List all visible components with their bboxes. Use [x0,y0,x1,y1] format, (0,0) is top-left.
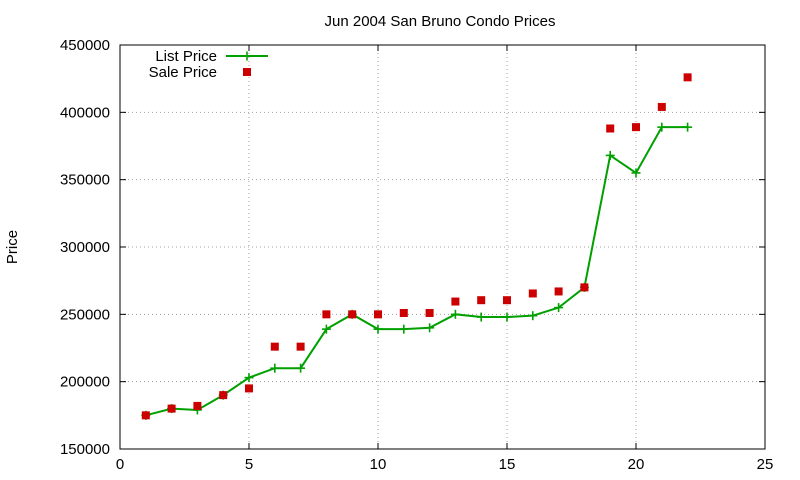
list-price-point [321,324,331,334]
list-price-point [399,324,409,334]
sale-price-point [528,289,537,298]
list-price-point [657,122,667,132]
grid-lines [120,45,765,449]
y-tick-label: 250000 [60,306,110,323]
sale-price-point [374,310,382,319]
sale-price-point [477,296,486,305]
sale-price-point [348,310,357,319]
list-price-point [554,303,564,313]
sale-price-point [322,310,331,319]
sale-price-point [451,297,460,306]
y-axis-label: Price [4,230,21,264]
axis-ticks: 0 5 10 15 20 25 150000 200000 250000 300000 350000… [60,37,773,473]
list-price-point [296,363,306,373]
sale-price-point [503,296,511,305]
y-tick-label: 200000 [60,374,110,391]
y-tick-label: 300000 [60,239,110,256]
sale-price-point [399,308,408,317]
sale-price-point [193,401,202,410]
sale-price-point [683,73,692,82]
list-price-point [270,363,280,373]
sale-price-point [296,342,305,351]
sale-price-point [580,283,589,292]
sale-price-point [245,384,253,393]
y-tick-label: 350000 [60,172,110,189]
sale-price-point [632,123,640,132]
sale-price-point [270,342,279,351]
legend-square-marker [243,68,251,76]
data-series [141,73,693,420]
sale-price-point [657,102,666,111]
y-tick-label: 450000 [60,37,110,54]
legend-label: List Price [155,48,217,65]
list-price-point [425,323,435,333]
list-price-point [528,311,538,321]
x-tick-label: 5 [245,456,253,473]
list-price-point [244,373,254,383]
list-price-point [605,150,615,160]
list-price-line [145,126,688,417]
list-price-point [631,168,641,178]
list-price-point [476,312,486,322]
sale-price-point [606,124,615,133]
list-price-point [373,324,383,334]
y-tick-label: 150000 [60,441,110,458]
legend-plus-marker [242,51,252,61]
sale-price-point [141,411,150,420]
x-tick-label: 20 [628,456,645,473]
list-price-point [683,122,693,132]
sale-price-point [167,404,176,413]
chart-title: Jun 2004 San Bruno Condo Prices [325,13,556,30]
x-tick-label: 0 [116,456,124,473]
sale-price-point [554,287,563,296]
x-tick-label: 10 [370,456,387,473]
sale-price-point [425,308,434,317]
list-price-point [502,312,512,322]
x-tick-label: 25 [757,456,774,473]
plot-frame [119,44,766,450]
sale-price-point [219,391,228,400]
list-price-point [450,309,460,319]
y-tick-label: 400000 [60,104,110,121]
x-tick-label: 15 [499,456,516,473]
legend-label: Sale Price [149,64,217,81]
